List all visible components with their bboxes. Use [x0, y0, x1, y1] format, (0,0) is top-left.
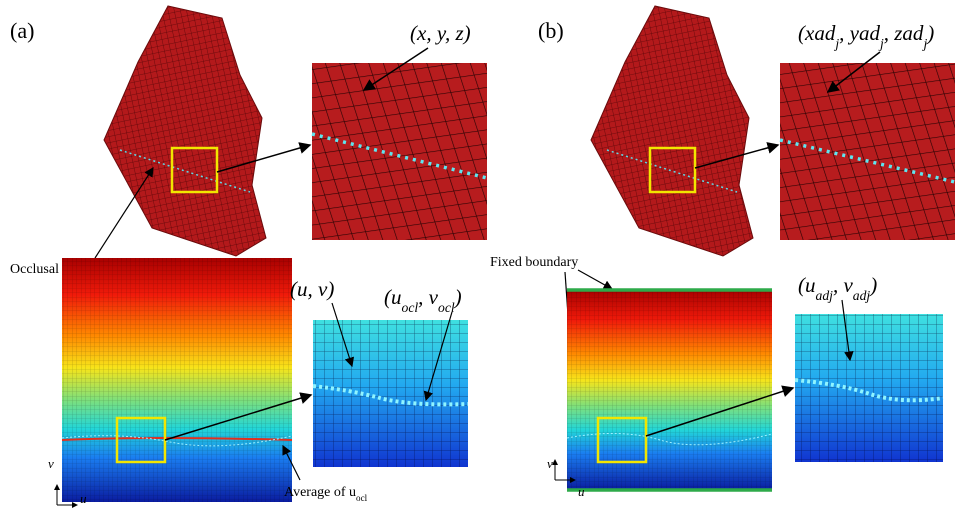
- average-label: Average of uocl: [284, 485, 368, 503]
- mesh-coord-label: (x, y, z): [410, 21, 471, 45]
- zoom-mesh: [312, 63, 487, 240]
- label-text: , yad: [839, 21, 880, 45]
- label-text: (u: [798, 273, 816, 297]
- label-text: ): [454, 285, 462, 309]
- label-text: (u, v): [290, 277, 334, 301]
- label-text: , v: [833, 273, 854, 297]
- zoom-param-grid: [313, 320, 468, 467]
- mesh-coord-label: (xadj, yadj, zadj): [798, 21, 934, 51]
- zoom-param-grid: [795, 314, 943, 462]
- label-text: ): [869, 273, 877, 297]
- label-subscript: ocl: [402, 300, 419, 315]
- label-text: (x, y, z): [410, 21, 471, 45]
- axis-label: v: [48, 456, 54, 471]
- param-grid: [62, 258, 292, 502]
- axis-label: v: [547, 456, 553, 471]
- zoom-mesh: [780, 63, 955, 240]
- adj-label: (uadj, vadj): [798, 273, 877, 303]
- label-text: (u: [384, 285, 402, 309]
- axis-label: u: [578, 484, 585, 499]
- label-subscript: ocl: [356, 493, 368, 503]
- arrow: [578, 270, 612, 289]
- mesh: [104, 6, 266, 256]
- ocl-label: (uocl, vocl): [384, 285, 462, 315]
- panel-label: (b): [538, 18, 564, 43]
- axis-label: u: [80, 491, 87, 506]
- label-text: ): [926, 21, 934, 45]
- label-text: , zad: [884, 21, 924, 45]
- label-subscript: adj: [853, 288, 871, 303]
- label-text: , v: [418, 285, 439, 309]
- label-text: (xad: [798, 21, 836, 45]
- figure: (a) (x, y, z) Occlusal plane points (u, …: [0, 0, 973, 510]
- boundary-label: Fixed boundary: [490, 255, 578, 270]
- param-label: (u, v): [290, 277, 334, 301]
- label-subscript: adj: [816, 288, 834, 303]
- panel-label: (a): [10, 18, 34, 43]
- mesh: [591, 6, 753, 256]
- label-text: Average of u: [284, 485, 356, 500]
